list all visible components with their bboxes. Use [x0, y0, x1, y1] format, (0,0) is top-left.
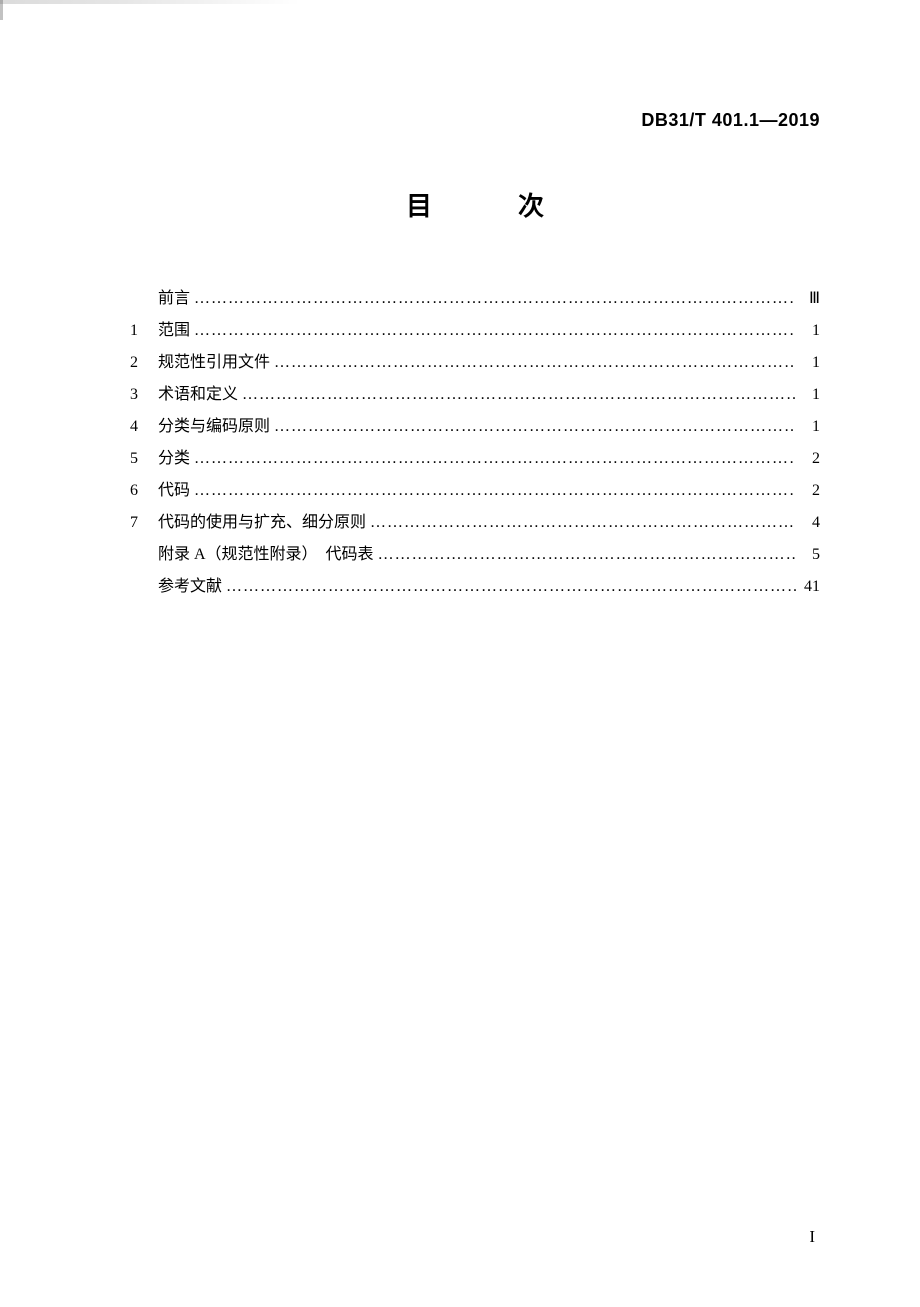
- toc-label: 分类与编码原则: [158, 411, 270, 443]
- toc-entry: 5 分类 ………………………………………………………………………………………………: [130, 443, 820, 475]
- toc-label: 代码: [158, 475, 190, 507]
- toc-leader: ……………………………………………………………………………………………………………: [270, 411, 796, 443]
- table-of-contents: 前言 ……………………………………………………………………………………………………: [130, 283, 820, 603]
- toc-page: 41: [796, 571, 820, 603]
- toc-page: 1: [796, 347, 820, 379]
- toc-entry: 附录 A（规范性附录） 代码表 …………………………………………………………………: [130, 539, 820, 571]
- toc-page: 1: [796, 315, 820, 347]
- standard-code: DB31/T 401.1—2019: [130, 110, 820, 131]
- toc-page: 1: [796, 379, 820, 411]
- toc-number: 4: [130, 411, 158, 443]
- toc-entry: 7 代码的使用与扩充、细分原则 …………………………………………………………………: [130, 507, 820, 539]
- toc-leader: ……………………………………………………………………………………………………………: [222, 571, 796, 603]
- toc-number: 2: [130, 347, 158, 379]
- toc-label: 参考文献: [158, 571, 222, 603]
- toc-entry: 前言 ……………………………………………………………………………………………………: [130, 283, 820, 315]
- toc-label: 规范性引用文件: [158, 347, 270, 379]
- toc-leader: ……………………………………………………………………………………………………………: [190, 283, 796, 315]
- toc-leader: ……………………………………………………………………………………………………………: [190, 315, 796, 347]
- page-number: I: [809, 1227, 815, 1247]
- toc-leader: ……………………………………………………………………………………………………………: [190, 443, 796, 475]
- toc-number: 5: [130, 443, 158, 475]
- toc-label: 术语和定义: [158, 379, 238, 411]
- toc-leader: ……………………………………………………………………………………………………………: [238, 379, 796, 411]
- toc-number: 6: [130, 475, 158, 507]
- toc-page: 4: [796, 507, 820, 539]
- toc-page: 1: [796, 411, 820, 443]
- toc-number: 1: [130, 315, 158, 347]
- toc-page: 2: [796, 443, 820, 475]
- toc-label: 分类: [158, 443, 190, 475]
- toc-page: 5: [796, 539, 820, 571]
- toc-leader: ……………………………………………………………………………………………………………: [374, 539, 796, 571]
- toc-page: 2: [796, 475, 820, 507]
- toc-label: 附录 A（规范性附录） 代码表: [158, 539, 374, 571]
- toc-entry: 参考文献 ………………………………………………………………………………………………: [130, 571, 820, 603]
- toc-number: 3: [130, 379, 158, 411]
- toc-number: 7: [130, 507, 158, 539]
- toc-label: 前言: [158, 283, 190, 315]
- toc-leader: ……………………………………………………………………………………………………………: [270, 347, 796, 379]
- toc-entry: 4 分类与编码原则 …………………………………………………………………………………: [130, 411, 820, 443]
- toc-leader: ……………………………………………………………………………………………………………: [190, 475, 796, 507]
- toc-entry: 6 代码 ………………………………………………………………………………………………: [130, 475, 820, 507]
- page-title: 目 次: [130, 186, 820, 223]
- toc-label: 范围: [158, 315, 190, 347]
- toc-entry: 1 范围 ………………………………………………………………………………………………: [130, 315, 820, 347]
- toc-entry: 2 规范性引用文件 …………………………………………………………………………………: [130, 347, 820, 379]
- page-container: DB31/T 401.1—2019 目 次 前言 …………………………………………: [0, 0, 920, 1307]
- toc-leader: ……………………………………………………………………………………………………………: [366, 507, 796, 539]
- toc-page: Ⅲ: [796, 283, 820, 315]
- toc-entry: 3 术语和定义 ………………………………………………………………………………………: [130, 379, 820, 411]
- toc-label: 代码的使用与扩充、细分原则: [158, 507, 366, 539]
